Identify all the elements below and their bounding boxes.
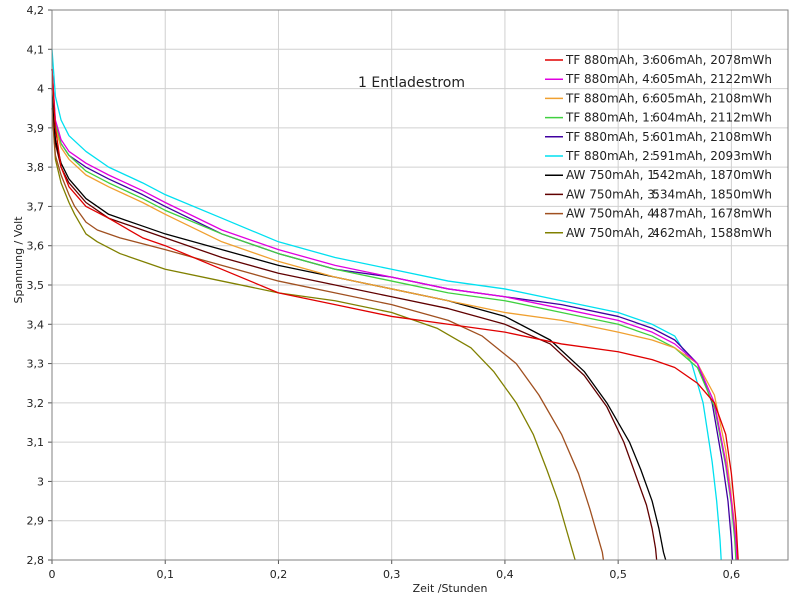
legend-label: TF 880mAh, 3: xyxy=(565,53,654,67)
series-line-10 xyxy=(51,108,576,561)
y-tick-label: 3,7 xyxy=(27,200,45,213)
legend-info: 591mAh, 2093mWh xyxy=(652,149,772,163)
y-tick-label: 2,9 xyxy=(27,515,45,528)
legend-label: TF 880mAh, 4: xyxy=(565,72,654,86)
series-line-6 xyxy=(51,49,722,561)
series-line-8 xyxy=(51,88,658,561)
y-tick-label: 4,1 xyxy=(27,43,45,56)
y-axis-title: Spannung / Volt xyxy=(12,216,25,304)
plot-frame xyxy=(51,9,789,561)
legend: TF 880mAh, 3:606mAh, 2078mWh TF 880mAh, 4… xyxy=(545,53,772,240)
legend-info: 604mAh, 2112mWh xyxy=(652,111,772,125)
y-tick-label: 3,1 xyxy=(27,436,45,449)
series-line-9 xyxy=(51,108,605,561)
series-lines xyxy=(51,49,739,561)
legend-label: AW 750mAh, 4: xyxy=(566,207,659,221)
legend-info: 605mAh, 2108mWh xyxy=(652,91,772,105)
legend-label: AW 750mAh, 1: xyxy=(566,168,659,182)
y-tick-label: 3,2 xyxy=(27,397,45,410)
x-tick-label: 0,5 xyxy=(609,568,627,581)
series-line-1 xyxy=(51,68,739,561)
series-line-3 xyxy=(51,68,738,561)
legend-info: 542mAh, 1870mWh xyxy=(652,168,772,182)
y-tick-label: 3,9 xyxy=(27,122,45,135)
y-tick-label: 4 xyxy=(37,83,44,96)
y-tick-label: 3,3 xyxy=(27,358,45,371)
legend-info: 605mAh, 2122mWh xyxy=(652,72,772,86)
y-tick-label: 3 xyxy=(37,475,44,488)
axes: 2,8 2,9 3 3,1 3,2 3,3 3,4 3,5 3,6 3,7 3,8 3,9 4 4,1 4,… xyxy=(27,4,789,581)
y-tick-label: 4,2 xyxy=(27,4,45,17)
y-tick-label: 3,4 xyxy=(27,318,45,331)
y-tick-label: 3,8 xyxy=(27,161,45,174)
grid xyxy=(51,9,788,561)
legend-label: TF 880mAh, 2: xyxy=(565,149,654,163)
legend-label: AW 750mAh, 2: xyxy=(566,226,659,240)
chart-title: 1 Entladestrom xyxy=(358,75,465,91)
legend-label: TF 880mAh, 6: xyxy=(565,91,654,105)
legend-label: TF 880mAh, 5: xyxy=(565,130,654,144)
y-tick-label: 3,5 xyxy=(27,279,45,292)
x-tick-label: 0,3 xyxy=(383,568,401,581)
legend-info: 487mAh, 1678mWh xyxy=(652,207,772,221)
legend-info: 601mAh, 2108mWh xyxy=(652,130,772,144)
legend-label: AW 750mAh, 3: xyxy=(566,187,659,201)
legend-label: TF 880mAh, 1: xyxy=(565,111,654,125)
series-line-2 xyxy=(51,68,738,561)
y-tick-label: 2,8 xyxy=(27,554,45,567)
x-tick-label: 0 xyxy=(49,568,56,581)
x-tick-label: 0,2 xyxy=(270,568,288,581)
legend-info: 534mAh, 1850mWh xyxy=(652,187,772,201)
legend-info: 606mAh, 2078mWh xyxy=(652,53,772,67)
x-tick-label: 0,6 xyxy=(723,568,741,581)
legend-info: 462mAh, 1588mWh xyxy=(652,226,772,240)
y-tick-label: 3,6 xyxy=(27,240,45,253)
x-axis-title: Zeit /Stunden xyxy=(413,582,488,595)
x-tick-label: 0,4 xyxy=(496,568,514,581)
series-line-4 xyxy=(51,68,737,561)
x-tick-label: 0,1 xyxy=(156,568,174,581)
